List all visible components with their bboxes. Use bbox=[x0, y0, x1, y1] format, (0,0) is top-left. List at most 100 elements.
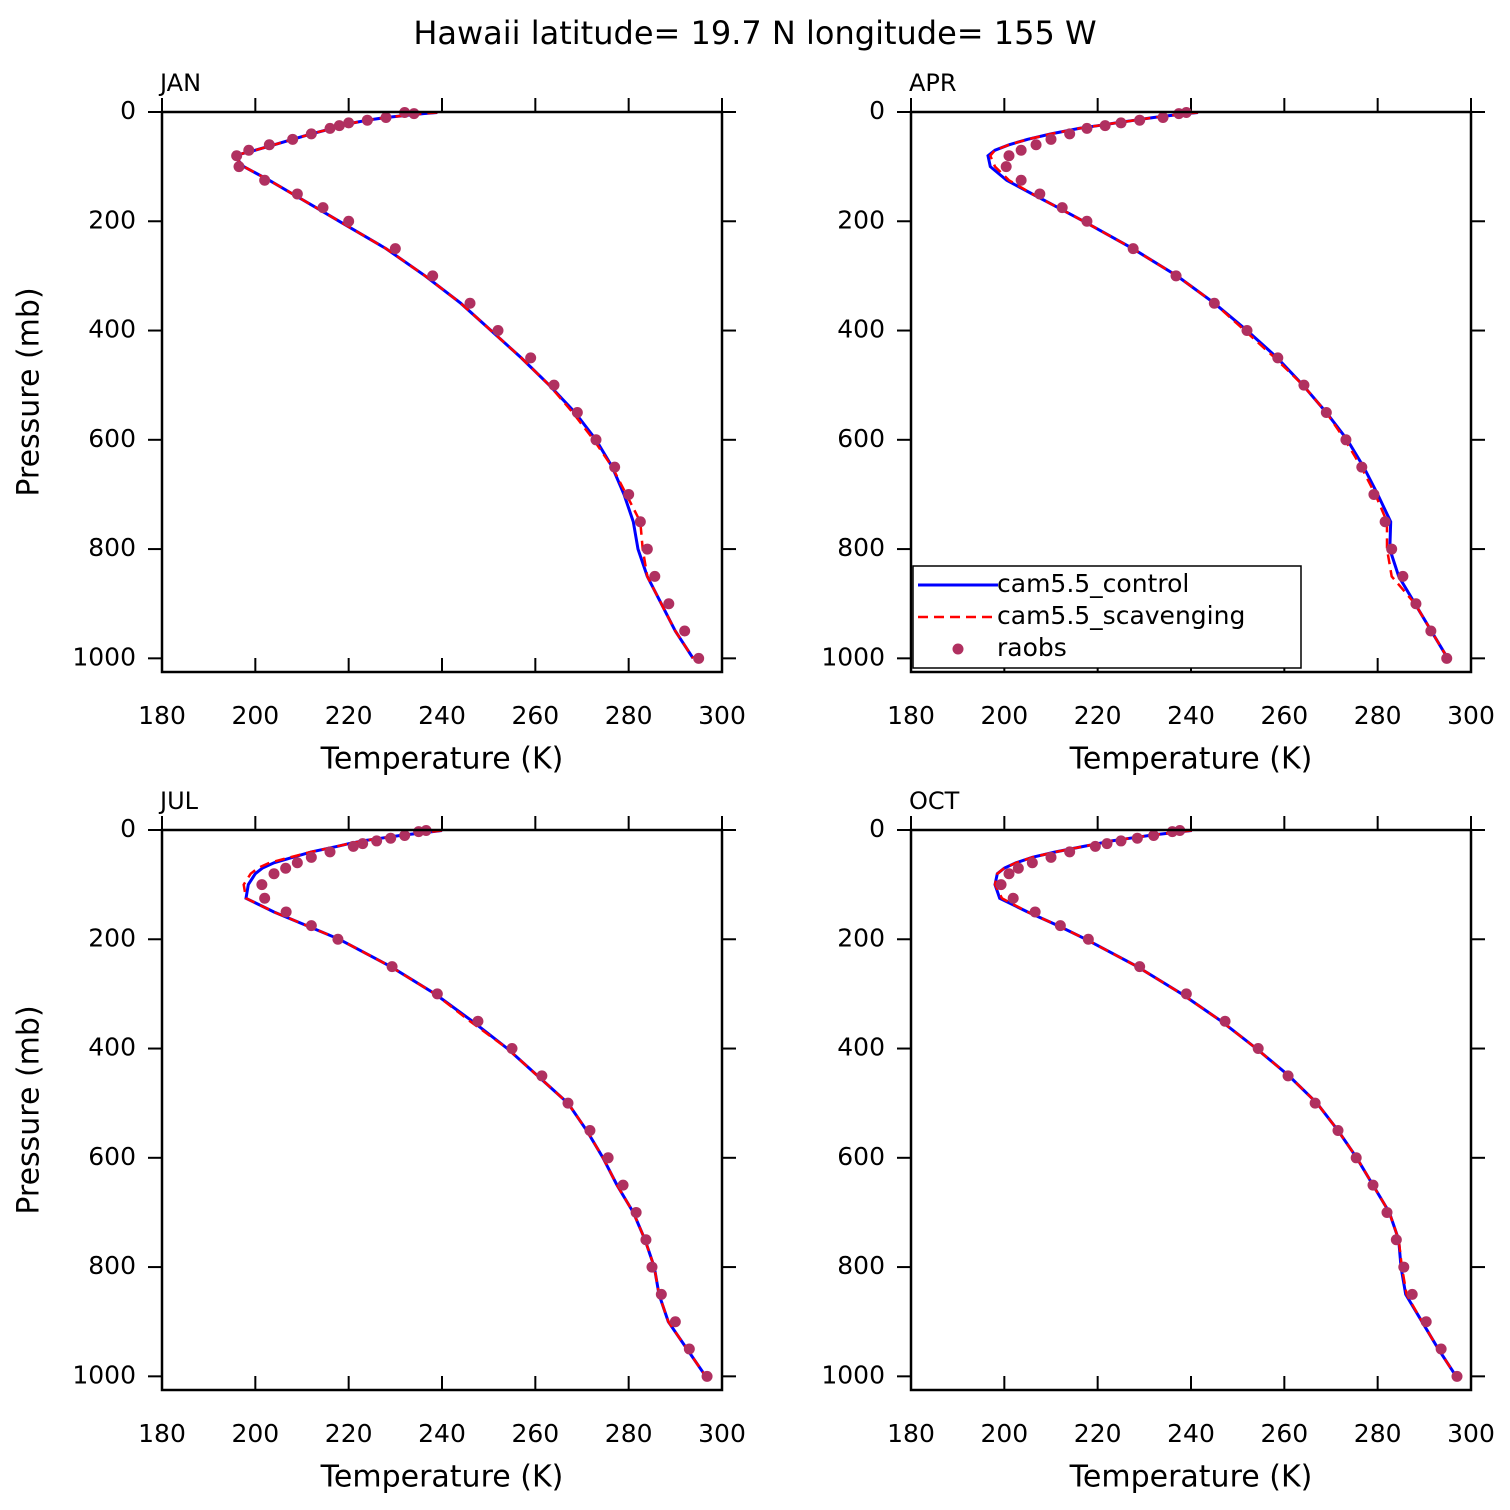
legend-box bbox=[912, 565, 1302, 669]
x-tick-label: 180 bbox=[887, 1419, 935, 1448]
panel-title: JUL bbox=[158, 787, 199, 815]
x-tick-label: 240 bbox=[1167, 701, 1215, 730]
raobs-point bbox=[634, 516, 646, 528]
raobs-point bbox=[623, 488, 635, 500]
raobs-point bbox=[408, 108, 420, 120]
x-tick-label: 280 bbox=[605, 1419, 653, 1448]
raobs-point bbox=[263, 139, 275, 151]
raobs-point bbox=[399, 829, 411, 841]
raobs-point bbox=[380, 111, 392, 123]
raobs-point bbox=[1435, 1343, 1447, 1355]
raobs-point bbox=[343, 117, 355, 129]
raobs-point bbox=[259, 892, 271, 904]
x-tick-label: 200 bbox=[231, 701, 279, 730]
raobs-point bbox=[683, 1343, 695, 1355]
y-tick-label: 1000 bbox=[821, 642, 885, 671]
raobs-point bbox=[1101, 838, 1113, 850]
raobs-point bbox=[357, 838, 369, 850]
raobs-point bbox=[1340, 434, 1352, 446]
y-tick-label: 800 bbox=[88, 1251, 136, 1280]
x-axis-label: Temperature (K) bbox=[1069, 742, 1313, 777]
raobs-point bbox=[1015, 174, 1027, 186]
raobs-point bbox=[640, 1234, 652, 1246]
raobs-point bbox=[1064, 846, 1076, 858]
raobs-point bbox=[669, 1316, 681, 1328]
raobs-point bbox=[1410, 598, 1422, 610]
raobs-point bbox=[641, 543, 653, 555]
y-axis-label: Pressure (mb) bbox=[12, 287, 47, 496]
raobs-point bbox=[324, 122, 336, 134]
raobs-point bbox=[1131, 832, 1143, 844]
panel: JAN 180 200 220 240 260 280 300 0 200 400 600 800 100… bbox=[12, 69, 746, 777]
raobs-point bbox=[371, 835, 383, 847]
y-tick-label: 400 bbox=[88, 315, 136, 344]
raobs-point bbox=[1332, 1124, 1344, 1136]
raobs-point bbox=[536, 1070, 548, 1082]
raobs-point bbox=[1309, 1097, 1321, 1109]
raobs-point bbox=[280, 906, 292, 918]
y-tick-label: 400 bbox=[837, 1033, 885, 1062]
raobs-point bbox=[386, 961, 398, 973]
figure-title: Hawaii latitude= 19.7 N longitude= 155 W bbox=[413, 14, 1096, 52]
x-tick-label: 200 bbox=[980, 701, 1028, 730]
x-tick-label: 260 bbox=[1260, 701, 1308, 730]
raobs-point bbox=[1012, 862, 1024, 874]
raobs-point bbox=[305, 128, 317, 140]
legend-label: cam5.5_control bbox=[997, 569, 1189, 598]
y-tick-label: 1000 bbox=[821, 1360, 885, 1389]
y-tick-label: 0 bbox=[869, 814, 885, 843]
raobs-point bbox=[259, 174, 271, 186]
x-tick-label: 280 bbox=[1354, 701, 1402, 730]
raobs-point bbox=[1000, 161, 1012, 173]
raobs-point bbox=[1390, 1234, 1402, 1246]
x-tick-label: 200 bbox=[231, 1419, 279, 1448]
raobs-point bbox=[1298, 379, 1310, 391]
raobs-point bbox=[287, 133, 299, 145]
x-tick-label: 220 bbox=[325, 1419, 373, 1448]
y-tick-label: 800 bbox=[837, 1251, 885, 1280]
raobs-point bbox=[305, 920, 317, 932]
raobs-point bbox=[1026, 857, 1038, 869]
raobs-point bbox=[1381, 1206, 1393, 1218]
x-tick-label: 300 bbox=[1447, 701, 1495, 730]
raobs-point bbox=[256, 879, 268, 891]
raobs-point bbox=[1320, 406, 1332, 418]
x-tick-label: 260 bbox=[1260, 1419, 1308, 1448]
y-tick-label: 200 bbox=[837, 923, 885, 952]
raobs-point bbox=[343, 215, 355, 227]
raobs-point bbox=[609, 461, 621, 473]
raobs-point bbox=[1054, 920, 1066, 932]
panel: APR 180 200 220 240 260 280 300 0 200 400 600 800 100… bbox=[821, 69, 1494, 777]
raobs-point bbox=[332, 933, 344, 945]
raobs-point bbox=[630, 1206, 642, 1218]
plot-frame bbox=[909, 110, 1473, 674]
raobs-point bbox=[1081, 122, 1093, 134]
profile-line bbox=[232, 111, 695, 659]
x-tick-label: 260 bbox=[511, 701, 559, 730]
y-axis-label: Pressure (mb) bbox=[12, 1005, 47, 1214]
raobs-point bbox=[1282, 1070, 1294, 1082]
raobs-point bbox=[1386, 543, 1398, 555]
panel-title: JAN bbox=[158, 69, 201, 97]
raobs-point bbox=[1148, 829, 1160, 841]
raobs-point bbox=[1397, 570, 1409, 582]
raobs-point bbox=[1003, 150, 1015, 162]
legend-label: cam5.5_scavenging bbox=[997, 601, 1245, 630]
raobs-point bbox=[655, 1288, 667, 1300]
panel: OCT 180 200 220 240 260 280 300 0 200 400 600 800 100… bbox=[821, 787, 1494, 1495]
raobs-point bbox=[693, 652, 705, 664]
raobs-point bbox=[233, 161, 245, 173]
y-tick-label: 600 bbox=[88, 424, 136, 453]
y-tick-label: 0 bbox=[120, 814, 136, 843]
raobs-point bbox=[525, 352, 537, 364]
x-tick-label: 280 bbox=[605, 701, 653, 730]
y-tick-label: 0 bbox=[120, 96, 136, 125]
raobs-point bbox=[1241, 325, 1253, 337]
raobs-point bbox=[1252, 1043, 1264, 1055]
y-tick-label: 600 bbox=[88, 1142, 136, 1171]
raobs-point bbox=[431, 988, 443, 1000]
y-tick-label: 1000 bbox=[72, 1360, 136, 1389]
y-tick-label: 200 bbox=[837, 205, 885, 234]
raobs-point bbox=[1015, 144, 1027, 156]
x-tick-label: 240 bbox=[418, 701, 466, 730]
